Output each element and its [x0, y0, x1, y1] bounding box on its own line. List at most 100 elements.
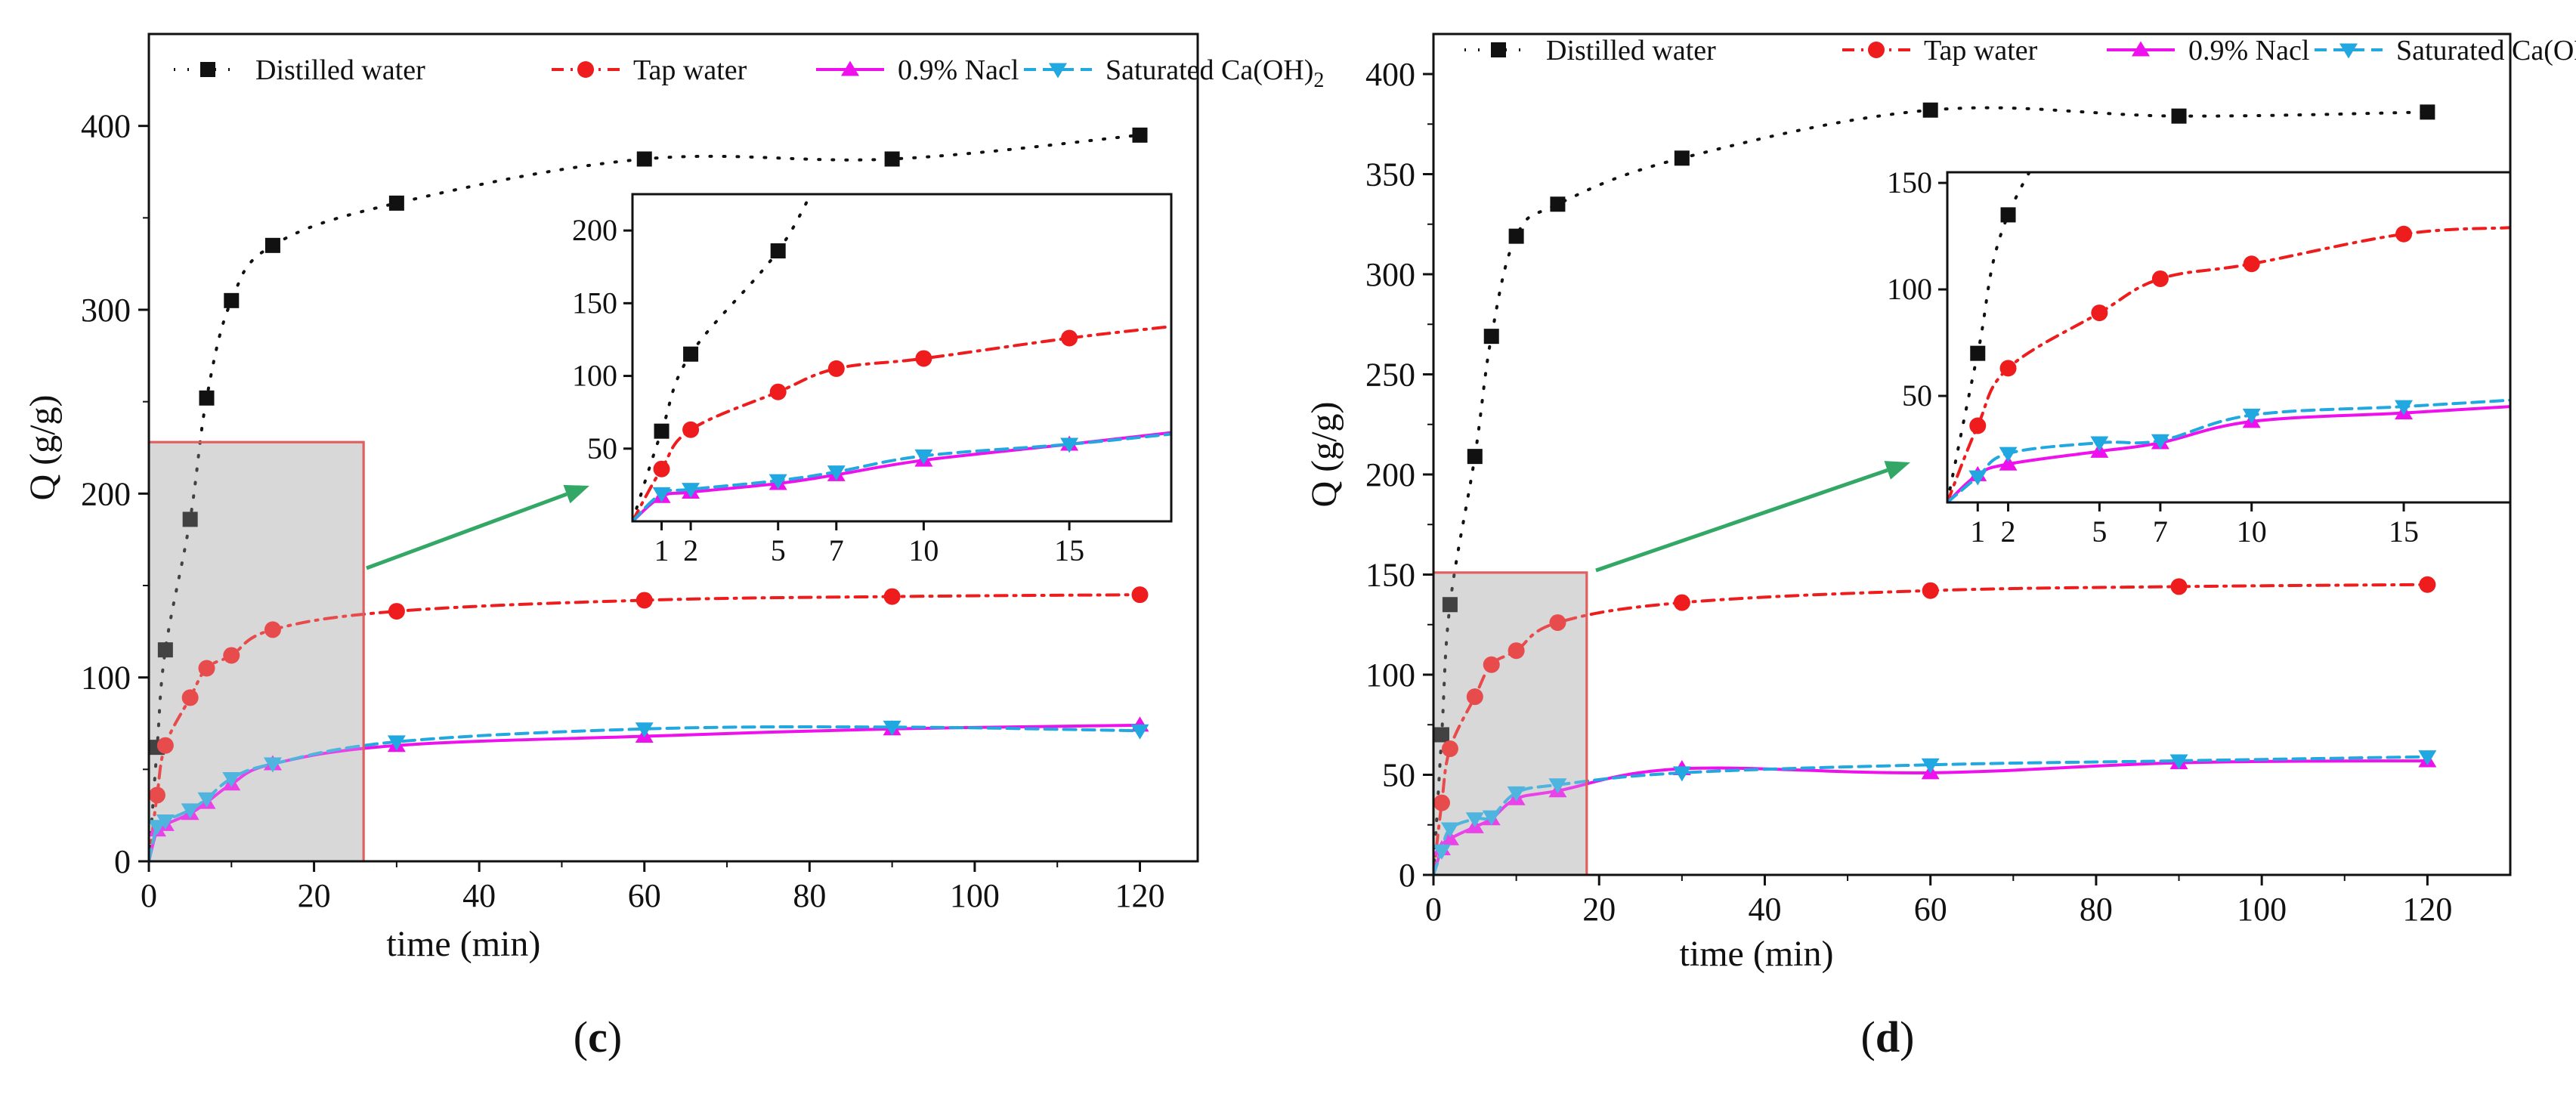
- inset-point-tap: [682, 421, 700, 438]
- point-tap: [635, 592, 653, 609]
- inset-x-tick-label: 7: [2153, 515, 2168, 549]
- point-caoh: [1921, 758, 1940, 774]
- inset-point-tap: [2151, 270, 2169, 287]
- inset-series-group: [632, 194, 1171, 521]
- inset-point-nacl: [1999, 455, 2018, 471]
- inset-background: [632, 194, 1171, 521]
- point-caoh: [635, 722, 654, 738]
- point-distilled: [636, 151, 652, 167]
- zoom-region-overlay: [147, 440, 365, 863]
- point-caoh: [1548, 778, 1567, 794]
- inset-point-tap: [1061, 329, 1078, 347]
- inset-point-tap: [2395, 225, 2413, 243]
- inset-point-caoh: [652, 487, 671, 502]
- legend-label-caoh: Saturated Ca(OH)2: [1106, 54, 1324, 92]
- panel-d: 0 20 40 60 80 100 120050100150200250300350400t…: [1304, 32, 2576, 974]
- inset-x-tick-label: 10: [908, 533, 939, 567]
- point-tap: [1441, 740, 1458, 758]
- point-nacl: [1440, 830, 1459, 845]
- point-distilled: [2420, 104, 2435, 120]
- point-tap: [883, 588, 901, 605]
- inset-point-caoh: [1968, 470, 1987, 486]
- y-tick-label: 250: [1365, 357, 1415, 394]
- y-tick-label: 400: [1365, 56, 1415, 93]
- point-caoh: [181, 803, 199, 819]
- legend-marker-tap: [577, 61, 594, 78]
- inset-point-tap: [2243, 255, 2260, 273]
- point-tap: [198, 660, 215, 677]
- x-tick-label: 40: [1748, 891, 1781, 928]
- point-tap: [181, 689, 199, 706]
- inset-y-tick-label: 100: [572, 359, 617, 393]
- legend-label-tap: Tap water: [633, 54, 747, 86]
- x-tick-label: 80: [2080, 891, 2113, 928]
- inset-point-caoh: [2395, 400, 2414, 416]
- x-tick-label: 40: [462, 877, 496, 914]
- legend-label-caoh: Saturated Ca(OH)2: [2396, 35, 2576, 73]
- inset-x-tick-label: 5: [771, 533, 786, 567]
- inset-point-caoh: [827, 465, 846, 481]
- y-tick-label: 50: [1382, 757, 1415, 794]
- panel-c-caption: (c): [574, 1012, 622, 1062]
- inset-x-tick-label: 2: [683, 533, 698, 567]
- inset-frame: [631, 193, 1173, 523]
- zoom-arrow-head: [1884, 461, 1910, 480]
- inset-point-distilled: [683, 346, 699, 362]
- point-distilled: [1483, 329, 1499, 345]
- inset-point-tap: [1999, 360, 2017, 377]
- y-tick-label: 350: [1365, 156, 1415, 193]
- y-tick-label: 0: [114, 843, 131, 880]
- inset-x-tick-label: 15: [2389, 515, 2419, 549]
- inset-y-tick-label: 100: [1887, 272, 1932, 306]
- inset-y-tick-label: 200: [572, 213, 617, 247]
- series-group: [1433, 102, 2437, 875]
- inset-point-tap: [2091, 304, 2108, 322]
- inset-x-tick-label: 15: [1054, 533, 1084, 567]
- y-tick-label: 200: [1365, 456, 1415, 493]
- point-caoh: [263, 757, 282, 773]
- x-tick-label: 100: [2237, 891, 2287, 928]
- point-distilled: [1433, 727, 1449, 743]
- inset-point-tap: [1969, 417, 1987, 434]
- legend-label-nacl: 0.9% Nacl: [898, 54, 1019, 86]
- point-tap: [1673, 594, 1690, 611]
- inset-point-caoh: [1060, 437, 1079, 453]
- inset-point-tap: [915, 350, 932, 367]
- point-tap: [1483, 656, 1500, 673]
- inset-y-tick-label: 50: [1902, 379, 1932, 413]
- y-axis-label: Q (g/g): [23, 395, 63, 501]
- legend-marker-caoh: [2339, 43, 2358, 59]
- point-distilled: [182, 511, 198, 527]
- x-tick-label: 120: [1115, 877, 1164, 914]
- point-tap: [1433, 794, 1450, 811]
- y-axis-label: Q (g/g): [1304, 402, 1344, 508]
- x-tick-label: 80: [793, 877, 826, 914]
- point-distilled: [1674, 150, 1690, 166]
- point-tap: [1131, 586, 1149, 604]
- inset-point-tap: [769, 383, 787, 400]
- point-caoh: [1130, 724, 1149, 740]
- legend-label-distilled: Distilled water: [255, 54, 425, 86]
- point-caoh: [1672, 766, 1691, 782]
- legend-marker-distilled: [200, 62, 215, 77]
- point-distilled: [1132, 127, 1148, 143]
- inset-point-caoh: [2151, 434, 2169, 450]
- inset-point-caoh: [682, 483, 700, 499]
- x-tick-label: 60: [1914, 891, 1947, 928]
- point-tap: [2170, 578, 2188, 595]
- legend-label-tap: Tap water: [1924, 35, 2038, 66]
- inset-background: [1947, 172, 2510, 502]
- point-distilled: [157, 642, 173, 658]
- inset-x-tick-label: 1: [654, 533, 670, 567]
- point-caoh: [149, 820, 166, 836]
- y-tick-label: 150: [1365, 557, 1415, 594]
- x-axis-label: time (min): [386, 924, 540, 964]
- point-distilled: [224, 292, 240, 308]
- x-axis-label: time (min): [1680, 934, 1834, 974]
- legend-marker-tap: [1868, 42, 1885, 58]
- inset-x-tick-label: 10: [2237, 515, 2267, 549]
- x-tick-label: 0: [1425, 891, 1442, 928]
- point-caoh: [1482, 810, 1501, 826]
